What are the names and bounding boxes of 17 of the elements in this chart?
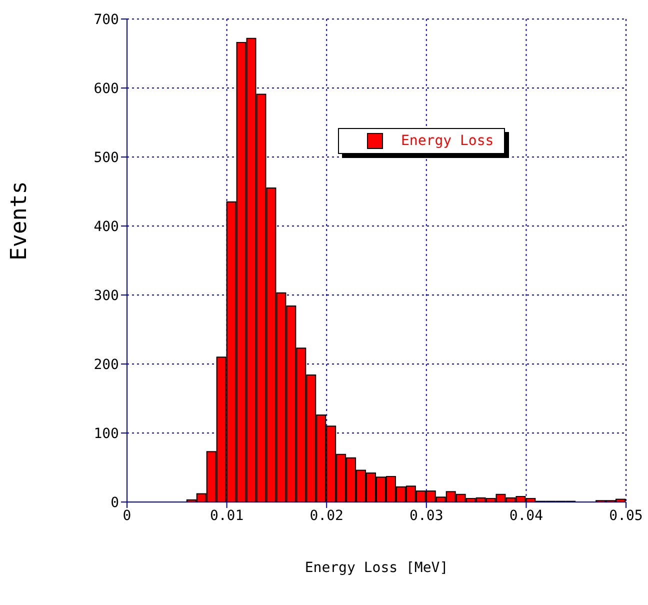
x-tick-label: 0.04 [509,508,544,524]
y-tick-label: 200 [94,356,119,373]
y-axis-title: Events [6,181,32,260]
y-tick-label: 500 [94,150,119,166]
x-tick-label: 0 [122,508,132,524]
y-tick-label: 400 [94,218,119,235]
x-axis-title: Energy Loss [MeV] [304,560,448,576]
y-tick-label: 700 [94,12,119,28]
x-tick-label: 0.01 [210,508,244,524]
x-tick-label: 0.05 [609,508,643,524]
legend-label: Energy Loss [401,133,494,149]
y-tick-label: 100 [94,426,119,442]
x-tick-label: 0.02 [310,508,344,524]
x-tick-label: 0.03 [410,508,444,524]
y-tick-label: 300 [94,288,119,304]
y-tick-label: 600 [94,80,119,97]
y-tick-label: 0 [110,494,119,511]
